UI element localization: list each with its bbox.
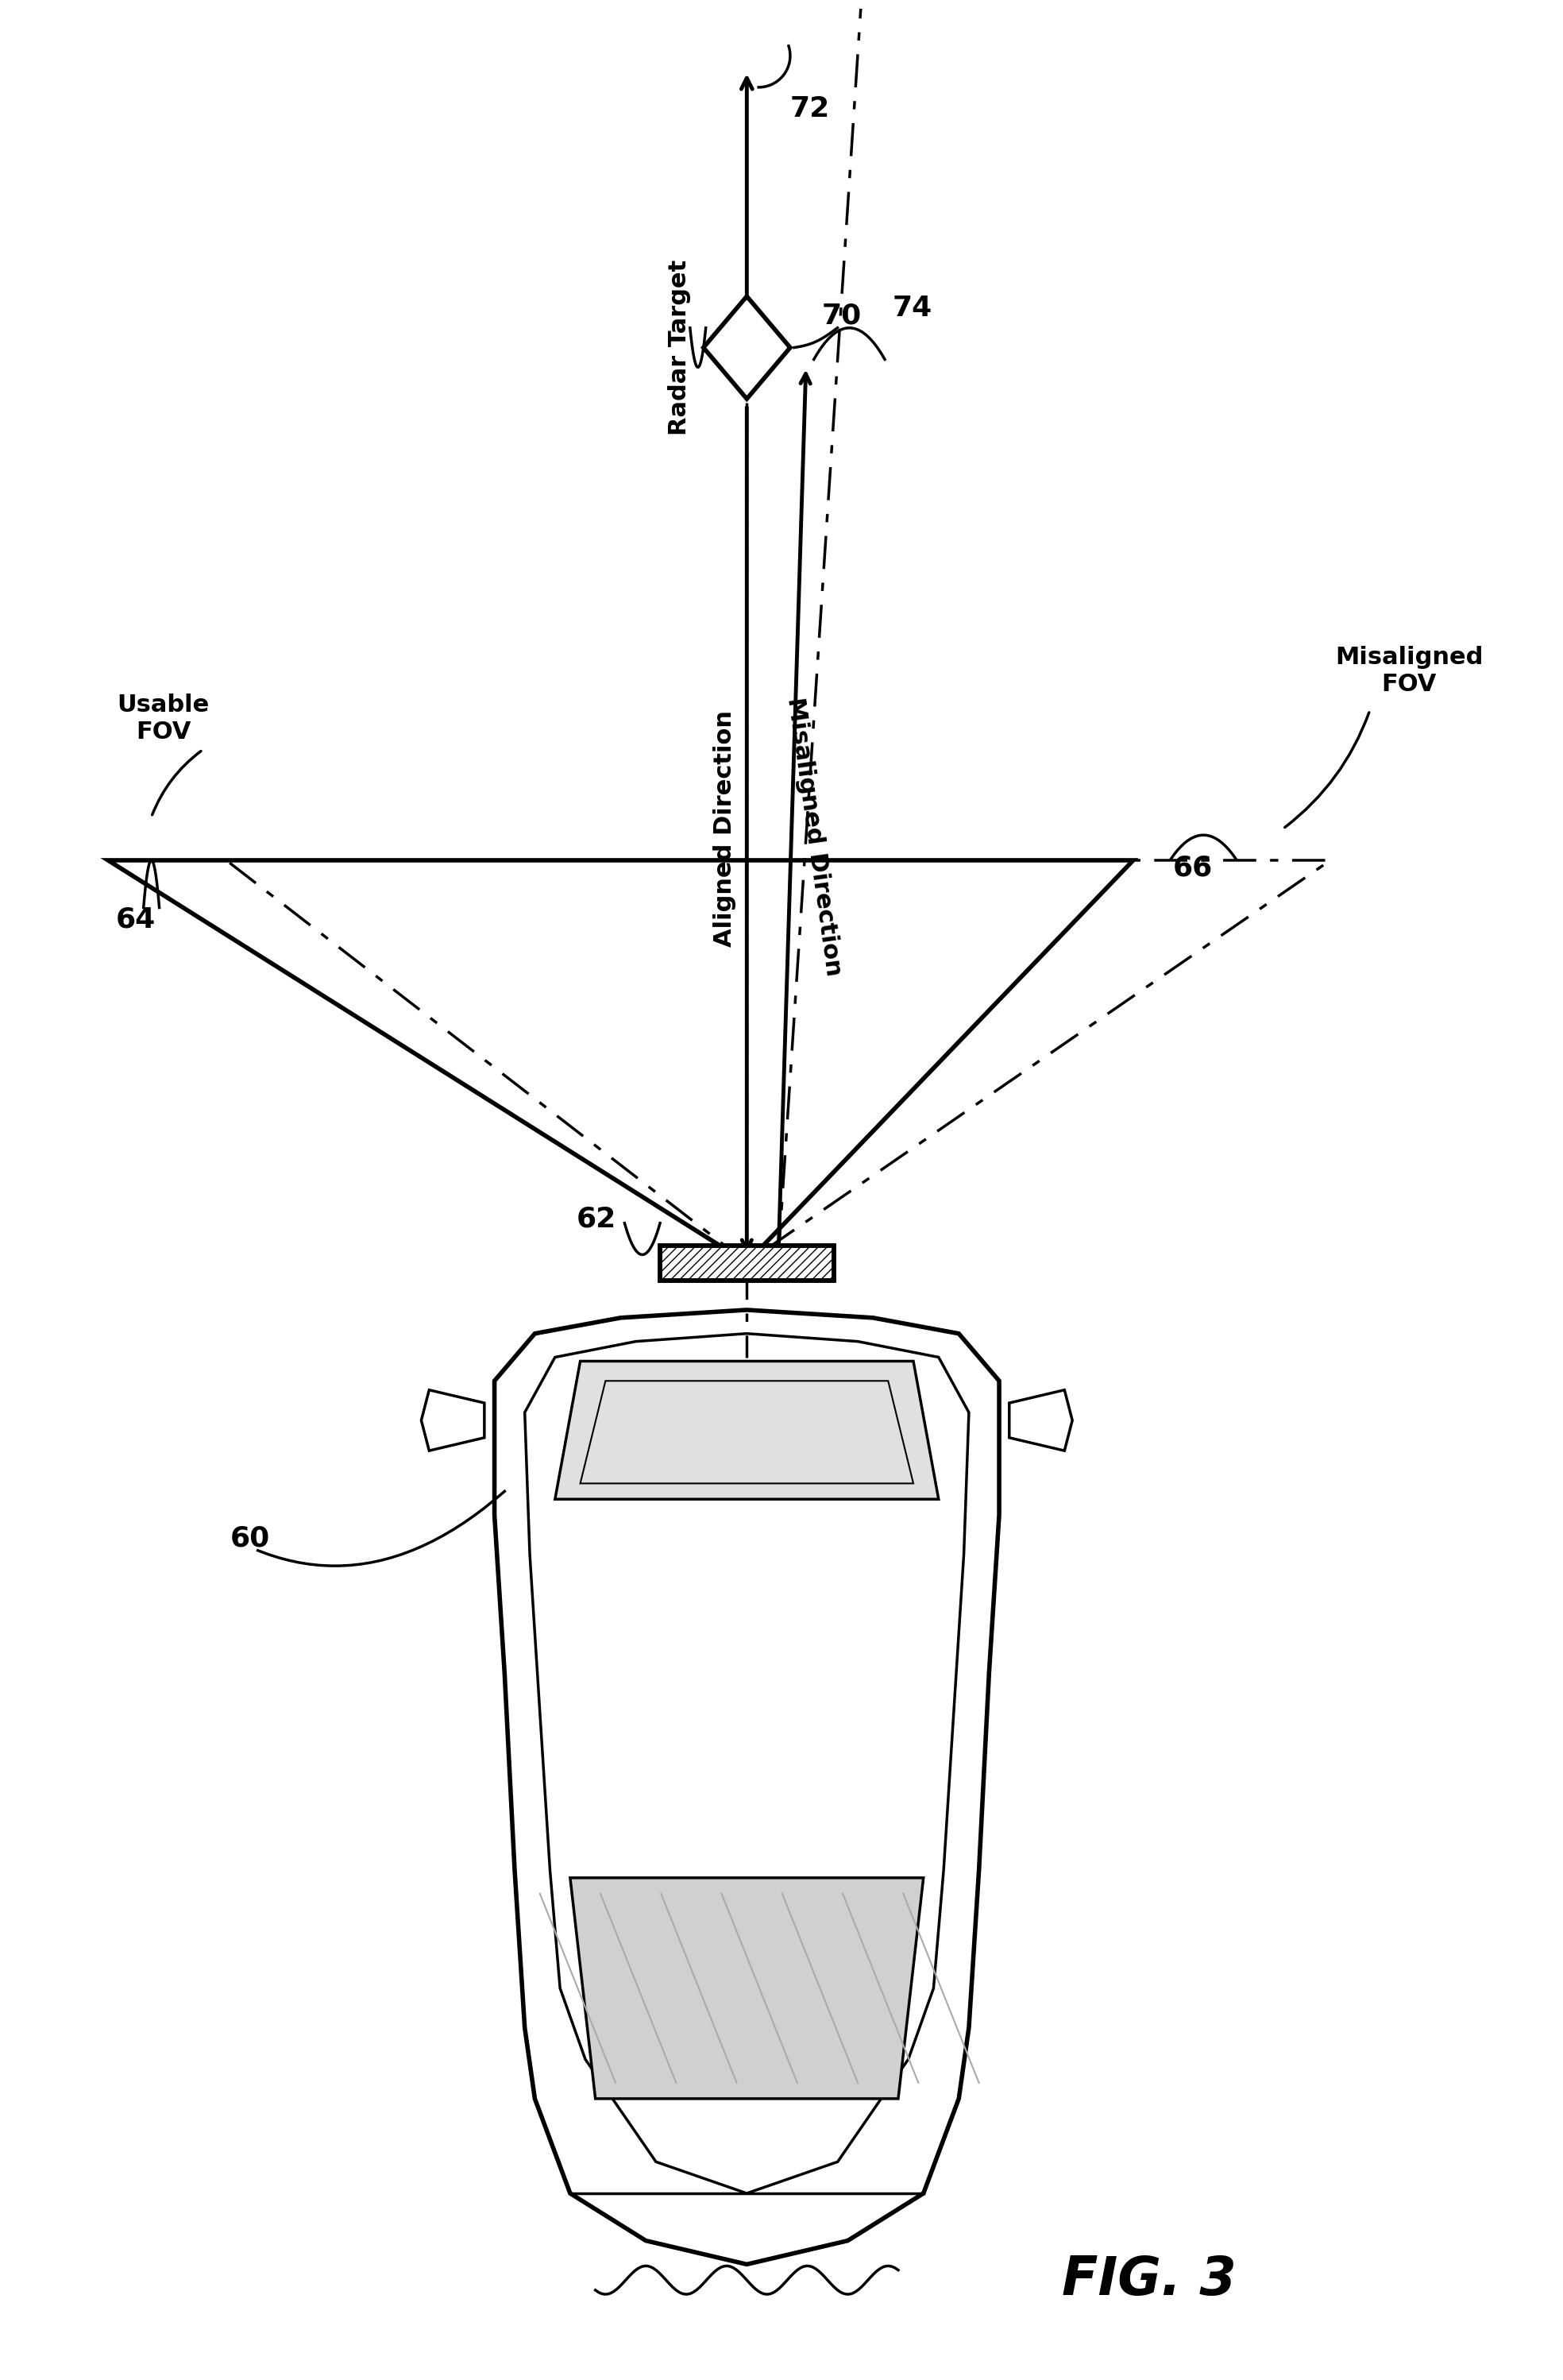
Text: 74: 74 [892,295,933,321]
Text: 62: 62 [577,1207,617,1233]
Text: FIG. 3: FIG. 3 [1061,2254,1236,2306]
Text: Misaligned Direction: Misaligned Direction [783,695,844,978]
Bar [660,1245,833,1280]
Text: Aligned Direction: Aligned Direction [713,709,736,947]
Text: Misaligned
FOV: Misaligned FOV [1335,645,1483,695]
Text: 64: 64 [116,907,156,933]
Text: 60: 60 [230,1526,270,1552]
Text: Radar Target: Radar Target [669,259,691,436]
Bar [660,1245,833,1280]
Text: Usable
FOV: Usable FOV [117,693,209,743]
Text: 70: 70 [822,302,861,328]
Text: 66: 66 [1172,854,1213,881]
Polygon shape [555,1361,939,1499]
Polygon shape [570,1878,924,2099]
Text: 72: 72 [791,95,830,121]
